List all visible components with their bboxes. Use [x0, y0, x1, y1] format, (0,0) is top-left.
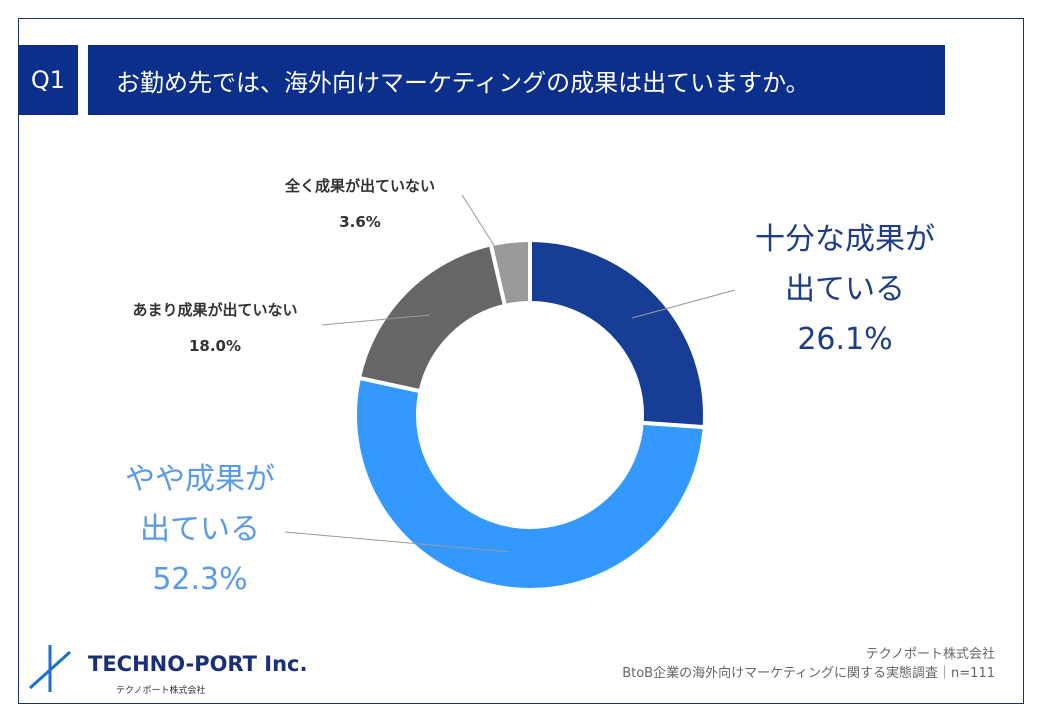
category-label: 十分な成果が 出ている: [755, 222, 935, 307]
footer: テクノポート株式会社 BtoB企業の海外向けマーケティングに関する実態調査｜n=1…: [622, 645, 995, 683]
category-label: 全く成果が出ていない: [284, 177, 435, 195]
slice-label: やや成果が 出ている 52.3%: [95, 455, 305, 605]
slice: [528, 237, 707, 430]
source: BtoB企業の海外向けマーケティングに関する実態調査｜n=111: [622, 666, 995, 681]
slice: [356, 242, 508, 394]
company: テクノポート株式会社: [865, 647, 995, 662]
leader-line: [461, 194, 514, 276]
question: お勤め先では、海外向けマーケティングの成果は出ていますか。: [88, 45, 945, 115]
value-label: 3.6%: [339, 213, 381, 231]
slice-label: あまり成果が出ていない 18.0%: [90, 292, 340, 364]
value-label: 52.3%: [152, 562, 248, 597]
value-label: 18.0%: [188, 337, 242, 355]
slice-label: 十分な成果が 出ている 26.1%: [730, 215, 960, 365]
leader-line: [321, 314, 431, 326]
badge: Q1: [18, 45, 78, 115]
value-label: 26.1%: [797, 322, 893, 357]
slice-label: 全く成果が出ていない 3.6%: [240, 168, 480, 240]
leader-line: [631, 289, 736, 319]
logo-sub: テクノポート株式会社: [116, 686, 206, 696]
frame: [18, 18, 1024, 704]
logo-mark: [28, 645, 72, 692]
leader-lines: [284, 194, 736, 553]
slice: [353, 375, 707, 592]
logo: TECHNO-PORT Inc.: [88, 652, 308, 676]
category-label: やや成果が 出ている: [125, 462, 275, 547]
category-label: あまり成果が出ていない: [132, 301, 298, 319]
leader-line: [284, 531, 511, 553]
